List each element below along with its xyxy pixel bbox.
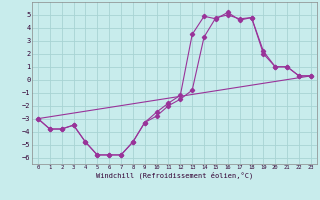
X-axis label: Windchill (Refroidissement éolien,°C): Windchill (Refroidissement éolien,°C): [96, 172, 253, 179]
